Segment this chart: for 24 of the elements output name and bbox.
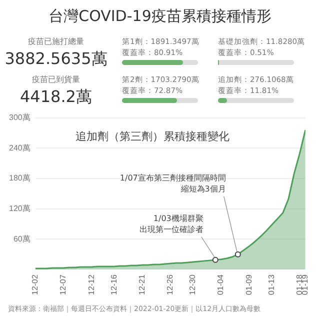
x-tick-label: 01-04: [216, 274, 226, 296]
x-tick-label: 12-12: [86, 274, 96, 296]
x-tick-label: 12-02: [30, 274, 40, 296]
x-tick-label: 01-19: [300, 274, 310, 296]
y-tick-label: 300萬: [8, 113, 30, 122]
y-tick-label: 180萬: [8, 174, 30, 183]
x-tick-label: 01-09: [244, 274, 254, 296]
text: 台灣COVID-19疫苗累積接種情形: [48, 6, 272, 27]
text: 疫苗已施打總量: [27, 36, 85, 47]
y-tick-label: 120萬: [8, 204, 30, 214]
text: 追加劑（第三劑）累積接種變化: [75, 130, 230, 144]
y-tick-label: 60萬: [13, 234, 30, 244]
x-tick-label: 12-26: [166, 274, 175, 296]
text: 4418.2萬: [19, 87, 93, 108]
text: 疫苗已到貨量: [31, 74, 81, 85]
y-tick-label: 240萬: [8, 143, 30, 152]
x-tick-label: 01-13: [266, 274, 276, 296]
x-tick-label: 12-16: [109, 274, 118, 296]
annotation: 1/07宣布第三劑接種間隔時間縮短為3個月: [120, 173, 226, 194]
x-tick-label: 12-21: [137, 274, 146, 296]
annotation: 1/03機場群聚出現第一位確診者: [139, 214, 204, 234]
x-tick-label: 12-30: [188, 274, 198, 296]
text: 3882.5635萬: [4, 49, 108, 70]
x-tick-label: 12-07: [58, 274, 68, 296]
